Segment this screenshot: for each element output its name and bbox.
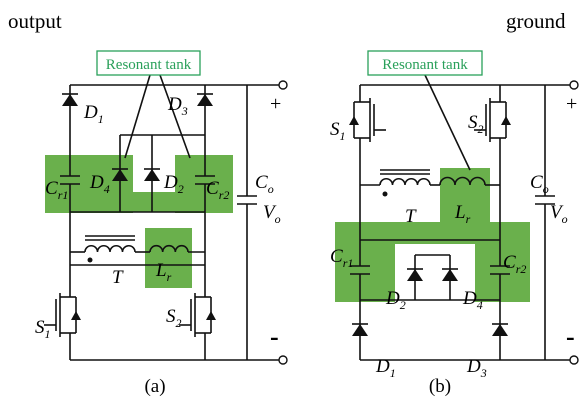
- plus-sign: +: [566, 93, 577, 115]
- minus-sign: -: [566, 322, 575, 351]
- label-base: T: [405, 206, 417, 227]
- label-sub: 2: [400, 298, 406, 312]
- label-base: C: [503, 252, 516, 273]
- label-sub: 3: [480, 366, 487, 380]
- terminal: [570, 81, 578, 89]
- label-base: S: [35, 317, 45, 338]
- label-base: D: [167, 94, 182, 115]
- header-right: ground: [506, 9, 566, 33]
- diode: [352, 324, 368, 336]
- callout: [425, 75, 470, 170]
- diode: [492, 324, 508, 336]
- label-base: D: [89, 172, 104, 193]
- label-base: C: [530, 172, 543, 193]
- header-left: output: [8, 9, 62, 33]
- component-label: D3: [167, 94, 188, 118]
- label-sub: 2: [178, 182, 184, 196]
- component-label: Co: [255, 172, 274, 196]
- component-label: T: [405, 206, 417, 227]
- body-diode: [71, 311, 81, 320]
- label-base: L: [454, 202, 466, 223]
- label-base: S: [330, 119, 340, 140]
- circuit-figure: output ground (a)Resonant tank+-D1D3D4D2…: [0, 0, 581, 405]
- component-label: T: [112, 267, 124, 288]
- diode: [62, 94, 78, 106]
- component-label: S2: [468, 112, 484, 136]
- label-sub: 4: [477, 298, 483, 312]
- component-label: S1: [35, 317, 51, 341]
- terminal: [570, 356, 578, 364]
- label-base: D: [385, 288, 400, 309]
- label-sub: o: [275, 212, 281, 226]
- inductor: [85, 246, 135, 252]
- diode: [407, 269, 423, 281]
- label-sub: r2: [516, 262, 527, 276]
- body-diode: [349, 116, 359, 125]
- label-base: D: [375, 356, 390, 377]
- body-diode: [501, 116, 511, 125]
- dot: [383, 192, 388, 197]
- label-sub: r2: [219, 188, 230, 202]
- label-base: C: [330, 246, 343, 267]
- component-label: D1: [83, 102, 104, 126]
- minus-sign: -: [270, 322, 279, 351]
- label-sub: o: [543, 182, 549, 196]
- label-base: C: [206, 178, 219, 199]
- label-sub: r: [466, 212, 471, 226]
- label-sub: 2: [176, 316, 182, 330]
- caption: (a): [144, 376, 165, 397]
- plus-sign: +: [270, 93, 281, 115]
- label-sub: r1: [343, 256, 354, 270]
- component-label: Vo: [550, 202, 568, 226]
- label-base: T: [112, 267, 124, 288]
- label-sub: 1: [98, 112, 104, 126]
- label-sub: 4: [104, 182, 110, 196]
- diode: [144, 169, 160, 181]
- label-base: D: [83, 102, 98, 123]
- label-base: C: [45, 178, 58, 199]
- callout: [125, 75, 150, 158]
- dot: [88, 258, 93, 263]
- label-sub: o: [268, 182, 274, 196]
- diode: [197, 94, 213, 106]
- label-base: C: [255, 172, 268, 193]
- tank-label: Resonant tank: [106, 57, 192, 73]
- tank-label: Resonant tank: [382, 57, 468, 73]
- label-base: D: [462, 288, 477, 309]
- label-sub: r: [167, 270, 172, 284]
- label-sub: 1: [340, 129, 346, 143]
- diode: [442, 269, 458, 281]
- terminal: [279, 356, 287, 364]
- label-sub: 1: [390, 366, 396, 380]
- caption: (b): [429, 376, 451, 397]
- label-base: L: [155, 260, 167, 281]
- label-sub: 3: [181, 104, 188, 118]
- component-label: Co: [530, 172, 549, 196]
- component-label: D2: [385, 288, 406, 312]
- label-sub: r1: [58, 188, 69, 202]
- body-diode: [206, 311, 216, 320]
- label-sub: 2: [478, 122, 484, 136]
- label-base: D: [163, 172, 178, 193]
- label-sub: o: [562, 212, 568, 226]
- label-sub: 1: [45, 327, 51, 341]
- component-label: Vo: [263, 202, 281, 226]
- inductor: [380, 179, 430, 185]
- component-label: S2: [166, 306, 182, 330]
- label-base: D: [466, 356, 481, 377]
- component-label: S1: [330, 119, 346, 143]
- terminal: [279, 81, 287, 89]
- label-base: S: [468, 112, 478, 133]
- label-base: S: [166, 306, 176, 327]
